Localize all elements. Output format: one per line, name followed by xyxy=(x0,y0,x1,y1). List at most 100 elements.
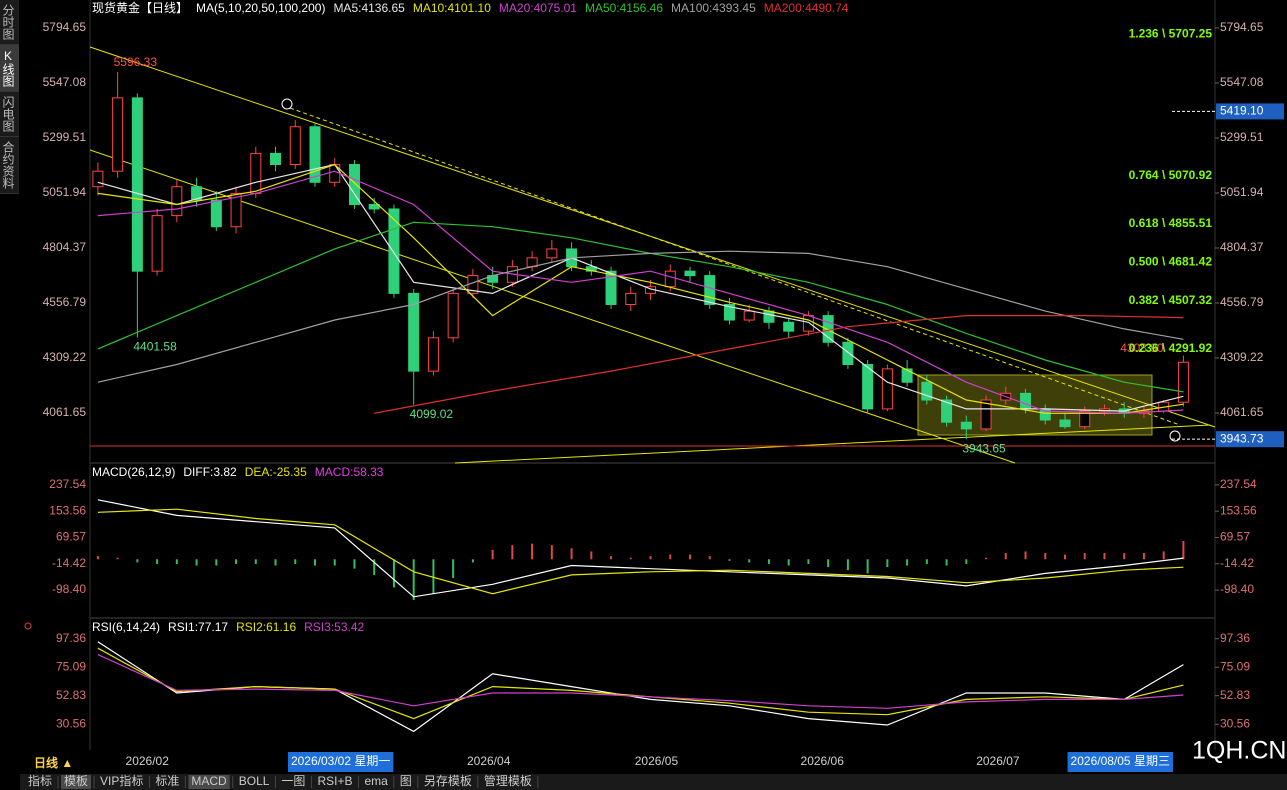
legend-entry: RSI1:77.17 xyxy=(168,620,228,634)
histogram-bar xyxy=(945,559,948,566)
histogram-bar xyxy=(985,557,988,560)
trend-line xyxy=(289,107,1181,426)
histogram-bar xyxy=(1004,552,1007,560)
histogram-bar xyxy=(689,554,691,560)
y-tick-label: 5051.94 xyxy=(1220,185,1264,199)
candle-body xyxy=(802,315,814,332)
histogram-bar xyxy=(195,559,198,566)
toolbar-tab[interactable]: 另存模板 xyxy=(424,774,472,788)
candle-body xyxy=(250,152,262,194)
toolbar-tab[interactable]: RSI+B xyxy=(317,774,352,788)
legend-entry: MA(5,10,20,50,100,200) xyxy=(196,1,325,15)
toolbar-tab[interactable]: 图 xyxy=(400,774,412,788)
trend-line xyxy=(454,424,1211,464)
toolbar-tab[interactable]: 一图 xyxy=(281,774,305,788)
histogram-bar xyxy=(965,559,968,564)
fib-label: 0.500 \ 4681.42 xyxy=(1129,254,1213,268)
histogram-bar xyxy=(649,556,652,560)
candle-body xyxy=(743,310,755,321)
candle-body xyxy=(348,164,360,206)
price-box-label: 3943.73 xyxy=(1220,431,1264,445)
histogram-bar xyxy=(1142,552,1145,560)
sidebar-tab[interactable]: 闪电图 xyxy=(0,92,19,137)
y-tick-label: 4061.65 xyxy=(1220,405,1264,419)
histogram-bar xyxy=(491,549,494,560)
icon xyxy=(24,622,32,630)
sidebar-tab[interactable]: K线图 xyxy=(0,45,19,92)
histogram-bar xyxy=(412,559,415,600)
histogram-bar xyxy=(314,559,316,566)
toolbar-tab[interactable]: 模板 xyxy=(64,774,88,788)
histogram-bar xyxy=(610,556,613,560)
toolbar-tab[interactable]: VIP指标 xyxy=(100,773,143,788)
toolbar-tab[interactable]: 管理模板 xyxy=(484,773,532,788)
y-tick-label: 5794.65 xyxy=(43,20,87,34)
candle-body xyxy=(112,97,124,172)
y-tick-label: 237.54 xyxy=(49,477,86,491)
candle-body xyxy=(960,421,972,430)
candle-body xyxy=(881,368,893,410)
histogram-bar xyxy=(274,559,277,566)
x-tick-label: 2026/04 xyxy=(467,754,511,768)
histogram-bar xyxy=(1083,552,1086,560)
indicator-line xyxy=(97,163,1184,414)
y-tick-label: 97.36 xyxy=(56,631,86,645)
y-tick-label: 69.57 xyxy=(56,530,86,544)
sidebar-tab[interactable]: 分时图 xyxy=(0,0,19,45)
legend-entry: MA200:4490.74 xyxy=(764,1,849,15)
candle-body xyxy=(230,192,242,228)
toolbar-tab-bg xyxy=(61,775,92,789)
indicator-line xyxy=(97,163,1184,412)
indicator-line xyxy=(97,647,1184,720)
toolbar-tab[interactable]: BOLL xyxy=(239,774,270,788)
fib-label: 0.618 \ 4855.51 xyxy=(1129,216,1213,230)
histogram-bar xyxy=(767,559,770,564)
indicator-line xyxy=(97,499,1184,598)
candle-body xyxy=(941,399,953,423)
histogram-bar xyxy=(353,559,356,569)
candle-body xyxy=(684,270,696,277)
y-tick-label: 4556.79 xyxy=(1220,295,1264,309)
toolbar-tab[interactable]: MACD xyxy=(191,774,227,788)
candle-body xyxy=(704,275,716,305)
histogram-bar xyxy=(432,559,435,594)
annotation: 4099.02 xyxy=(410,407,454,421)
y-tick-label: 5794.65 xyxy=(1220,20,1264,34)
candle-body xyxy=(309,126,321,183)
histogram-bar xyxy=(254,559,257,564)
annotation: 5596.33 xyxy=(114,55,158,69)
toolbar-tab[interactable]: ema xyxy=(364,774,388,788)
y-tick-label: 4061.65 xyxy=(43,405,87,419)
y-tick-label: 153.56 xyxy=(49,503,86,517)
candle-body xyxy=(388,208,400,294)
candle-body xyxy=(546,248,558,259)
indicator-line xyxy=(97,221,1184,393)
fib-label: 0.382 \ 4507.32 xyxy=(1129,293,1213,307)
sidebar: 分时图 K线图 闪电图 合约资料 xyxy=(0,0,19,194)
toolbar-tab[interactable]: 标准 xyxy=(155,774,179,788)
cursor-label: 2026/03/02 星期一 xyxy=(291,754,390,768)
y-tick-label: -14.42 xyxy=(52,556,86,570)
histogram-bar xyxy=(550,545,553,560)
histogram-bar xyxy=(590,551,593,560)
sidebar-tab[interactable]: 合约资料 xyxy=(0,137,19,194)
histogram-bar xyxy=(748,559,751,563)
candle-body xyxy=(210,199,222,228)
histogram-bar xyxy=(1044,552,1047,560)
watermark: 1QH.CN xyxy=(1192,737,1286,765)
legend-entry: DIFF:3.82 xyxy=(183,465,237,479)
histogram-bar xyxy=(452,559,455,579)
candle-body xyxy=(171,186,183,217)
candle-body xyxy=(664,270,676,288)
histogram-bar xyxy=(175,559,178,564)
toolbar-tab[interactable]: 指标 xyxy=(28,773,52,788)
candle-body xyxy=(783,321,795,332)
histogram-bar xyxy=(807,559,810,564)
candle-body xyxy=(862,363,874,410)
histogram-bar xyxy=(629,557,632,560)
histogram-bar xyxy=(570,548,573,560)
y-tick-label: 4556.79 xyxy=(43,295,87,309)
toolbar-tab-bg xyxy=(188,775,230,789)
